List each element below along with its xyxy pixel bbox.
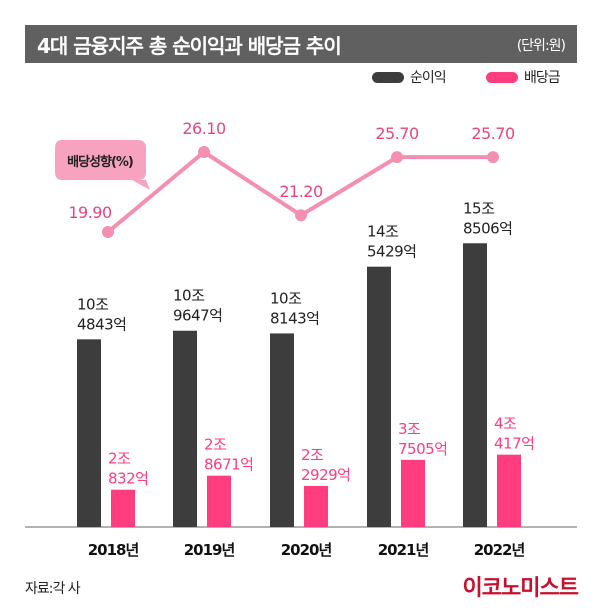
payout-point-2022년 [487,151,499,164]
label-net-income-2020년: 10조 [270,289,302,307]
x-tick-2020년: 2020년 [281,541,332,559]
label-net-income-2021년: 5429억 [367,243,416,261]
payout-point-2020년 [295,209,307,222]
label-dividend-2022년: 417억 [494,435,534,453]
payout-point-2021년 [391,151,403,164]
source-note: 자료:각 사 [25,581,81,597]
label-dividend-2021년: 7505억 [398,440,447,458]
bar-dividend-2021년 [401,459,425,527]
legend-item-net-income: 순이익 [372,67,447,87]
legend-swatch-net-income [372,71,404,83]
label-net-income-2018년: 10조 [77,295,109,313]
bar-dividend-2018년 [111,489,135,527]
bar-dividend-2020년 [304,485,328,527]
payout-point-2019년 [198,146,210,159]
label-dividend-2022년: 4조 [494,415,517,433]
bar-net-income-2021년 [367,266,391,527]
bar-dividend-2022년 [497,454,521,527]
x-tick-2021년: 2021년 [378,541,429,559]
legend-item-dividend: 배당금 [486,67,561,87]
legend-swatch-dividend [486,71,518,83]
label-dividend-2018년: 2조 [108,450,131,468]
x-tick-2018년: 2018년 [88,541,139,559]
payout-label-2022년: 25.70 [471,124,515,143]
label-net-income-2022년: 15조 [463,199,495,217]
bar-net-income-2022년 [463,243,487,527]
label-dividend-2019년: 8671억 [204,456,253,474]
label-dividend-2020년: 2929억 [301,466,350,484]
label-net-income-2022년: 8506억 [463,219,512,237]
payout-label-2020년: 21.20 [279,182,323,201]
label-net-income-2019년: 10조 [173,287,205,305]
chart-title: 4대 금융지주 총 순이익과 배당금 추이 [37,34,342,58]
payout-point-2018년 [102,226,114,238]
legend-label-net-income: 순이익 [410,70,447,86]
label-net-income-2019년: 9647억 [173,307,222,325]
payout-label-2018년: 19.90 [68,203,112,222]
label-net-income-2020년: 8143억 [270,309,319,327]
publisher-logo: 이코노미스트 [462,576,579,601]
label-dividend-2018년: 832억 [108,470,148,488]
payout-label-2019년: 26.10 [182,119,226,138]
label-dividend-2019년: 2조 [204,436,227,454]
payout-callout-box [55,140,150,190]
payout-callout-label: 배당성향(%) [67,154,133,170]
label-dividend-2021년: 3조 [398,420,421,438]
label-net-income-2018년: 4843억 [77,315,126,333]
x-tick-2019년: 2019년 [184,541,235,559]
bar-net-income-2019년 [173,330,197,527]
label-net-income-2021년: 14조 [367,223,399,241]
legend-label-dividend: 배당금 [524,70,561,86]
bar-dividend-2019년 [207,475,231,527]
label-dividend-2020년: 2조 [301,446,324,464]
x-tick-2022년: 2022년 [474,541,525,559]
bar-net-income-2020년 [270,333,294,527]
bar-net-income-2018년 [77,339,101,527]
title-bar: 4대 금융지주 총 순이익과 배당금 추이 (단위:원) [25,25,577,63]
unit-label: (단위:원) [516,38,566,54]
payout-label-2021년: 25.70 [375,124,419,143]
